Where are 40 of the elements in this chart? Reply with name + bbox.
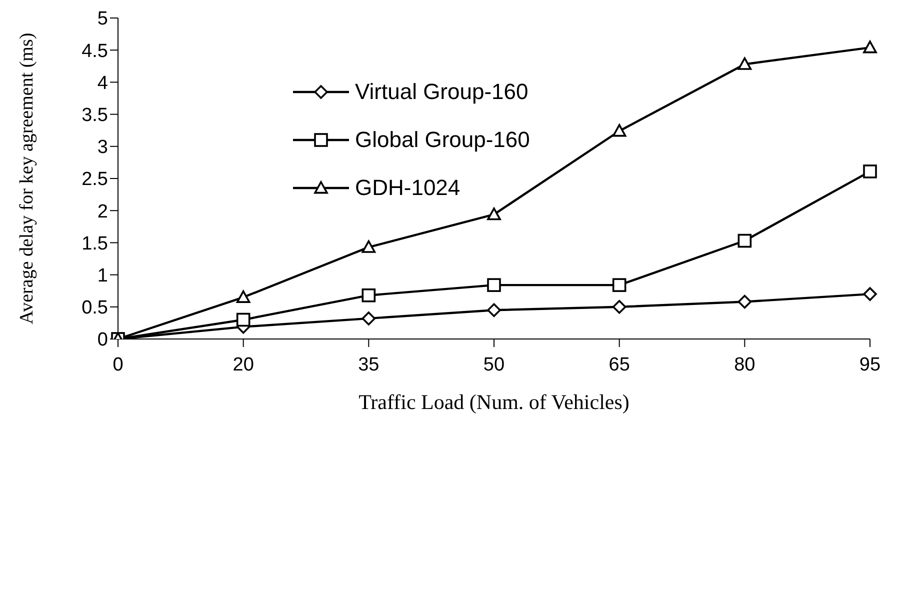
x-tick-label: 50 xyxy=(483,354,505,376)
point xyxy=(236,290,250,303)
x-tick-label: 0 xyxy=(112,354,124,376)
y-tick-label: 4 xyxy=(97,72,108,94)
y-tick-label: 1.5 xyxy=(82,233,108,254)
y-tick-label: 2 xyxy=(97,201,108,222)
y-tick-label: 5 xyxy=(97,8,108,30)
legend-label: Global Group-160 xyxy=(355,127,530,153)
y-tick-label: 2.5 xyxy=(82,169,108,190)
y-tick-label: 1 xyxy=(97,266,108,287)
legend-label: GDH-1024 xyxy=(355,175,460,201)
point xyxy=(738,294,752,309)
y-tick-label: 0 xyxy=(97,330,108,351)
legend-label: Virtual Group-160 xyxy=(355,79,528,105)
y-axis-title: Average delay for key agreement (ms) xyxy=(16,32,38,324)
point xyxy=(362,240,376,253)
point xyxy=(863,287,877,301)
y-tick-label: 3.5 xyxy=(82,105,108,126)
point xyxy=(612,300,626,314)
y-tick-label: 4.5 xyxy=(82,40,108,62)
point xyxy=(612,278,626,292)
x-tick-label: 35 xyxy=(358,354,380,376)
point xyxy=(487,303,501,318)
point xyxy=(863,164,877,178)
y-tick-label: 0.5 xyxy=(82,298,108,319)
point xyxy=(487,208,501,220)
x-tick-label: 80 xyxy=(734,354,756,376)
x-axis-title: Traffic Load (Num. of Vehicles) xyxy=(358,390,630,414)
point xyxy=(487,278,501,292)
point xyxy=(863,40,877,54)
x-tick-label: 20 xyxy=(232,354,254,376)
point xyxy=(738,234,752,248)
point xyxy=(612,124,626,137)
point xyxy=(236,312,250,327)
point xyxy=(362,288,376,302)
point xyxy=(362,312,376,326)
x-tick-label: 65 xyxy=(608,354,630,376)
point xyxy=(738,57,752,70)
x-tick-label: 95 xyxy=(859,354,881,376)
y-tick-label: 3 xyxy=(97,137,108,158)
